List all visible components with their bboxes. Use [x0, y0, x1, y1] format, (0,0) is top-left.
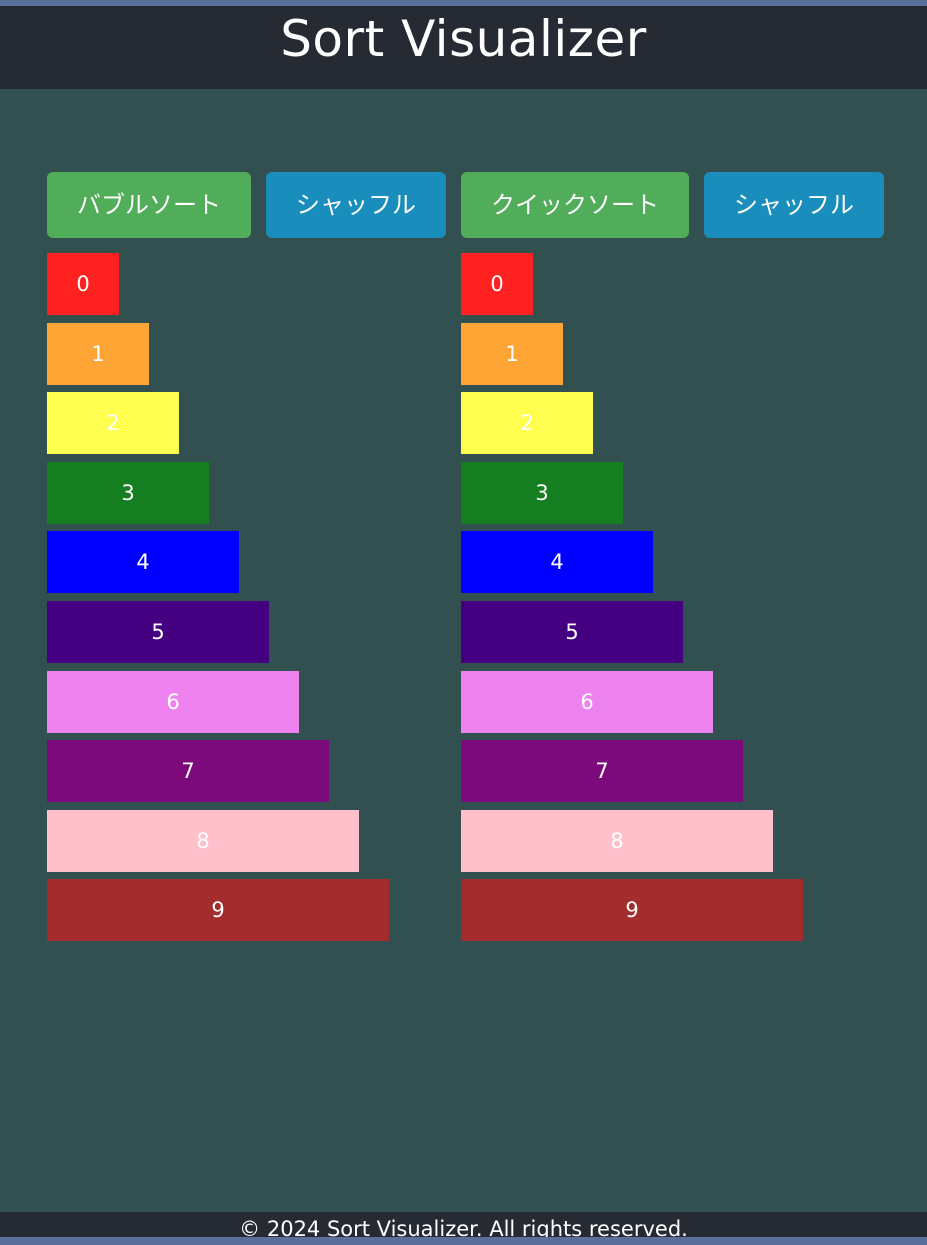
sort-bar: 8	[47, 810, 359, 872]
sort-bar: 0	[461, 253, 533, 315]
sort-bar: 7	[47, 740, 329, 802]
sort-bar: 4	[47, 531, 239, 593]
sort-bar: 6	[461, 671, 713, 733]
sort-bar: 0	[47, 253, 119, 315]
sort-bar: 7	[461, 740, 743, 802]
quick-shuffle-button[interactable]: シャッフル	[704, 172, 884, 238]
sort-bar: 1	[461, 323, 563, 385]
quick-sort-bars: 0 1 2 3 4 5 6 7 8 9	[461, 253, 881, 953]
bubble-shuffle-button[interactable]: シャッフル	[266, 172, 446, 238]
sort-bar: 5	[47, 601, 269, 663]
sort-bar: 3	[47, 462, 209, 524]
sort-bar: 4	[461, 531, 653, 593]
sort-bar: 2	[461, 392, 593, 454]
sort-bar: 8	[461, 810, 773, 872]
top-strip	[0, 0, 927, 6]
bottom-strip	[0, 1237, 927, 1245]
main-area: バブルソート シャッフル 0 1 2 3 4 5 6 7 8 9 クイックソート シャッフル 0 1…	[0, 89, 927, 1212]
bubble-sort-bars: 0 1 2 3 4 5 6 7 8 9	[47, 253, 467, 953]
sort-bar: 2	[47, 392, 179, 454]
sort-bar: 9	[461, 879, 803, 941]
sort-bar: 5	[461, 601, 683, 663]
sort-bar: 6	[47, 671, 299, 733]
quick-sort-button[interactable]: クイックソート	[461, 172, 689, 238]
sort-bar: 3	[461, 462, 623, 524]
page-title: Sort Visualizer	[280, 10, 647, 68]
header: Sort Visualizer	[0, 6, 927, 89]
sort-bar: 1	[47, 323, 149, 385]
bubble-sort-button[interactable]: バブルソート	[47, 172, 251, 238]
footer: © 2024 Sort Visualizer. All rights reser…	[0, 1212, 927, 1241]
sort-bar: 9	[47, 879, 389, 941]
